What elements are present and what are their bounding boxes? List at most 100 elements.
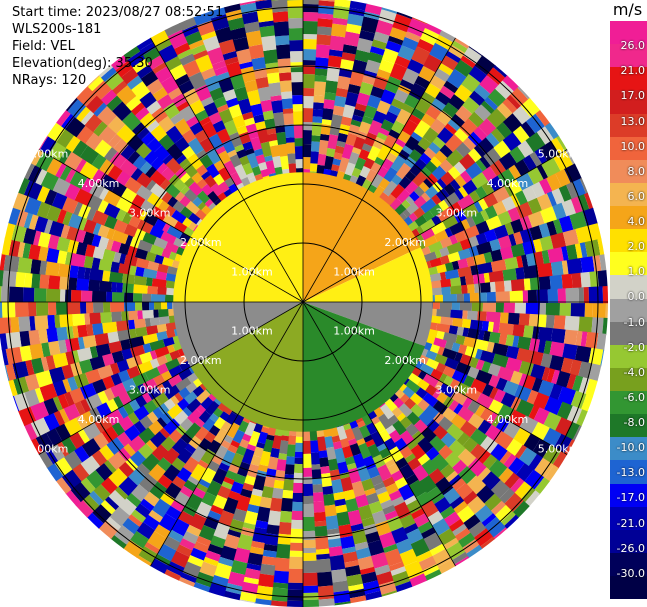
ppi-range-gate [386, 515, 404, 532]
ppi-range-gate [502, 75, 520, 93]
ppi-range-gate [184, 188, 199, 203]
ppi-range-gate [202, 515, 220, 530]
ppi-range-gate [154, 553, 171, 566]
colorbar-tick-label: -13.0 [616, 466, 645, 480]
ppi-range-gate [282, 478, 294, 491]
ppi-range-gate [84, 243, 96, 258]
ppi-range-gate [402, 209, 412, 219]
ppi-range-gate [185, 524, 202, 537]
ppi-range-gate [351, 114, 364, 123]
ppi-range-gate [174, 42, 192, 56]
ppi-range-gate [541, 367, 551, 383]
ppi-range-gate [390, 155, 407, 173]
ppi-range-gate [23, 422, 38, 441]
ppi-range-gate [116, 431, 132, 447]
ppi-range-gate [202, 35, 222, 52]
ppi-range-gate [39, 382, 58, 402]
ppi-range-gate [292, 94, 304, 105]
colorbar-tick-label: -6.0 [623, 390, 645, 404]
ppi-range-gate [312, 109, 324, 118]
ppi-range-gate [124, 291, 134, 302]
ppi-range-gate [377, 144, 393, 162]
ppi-range-gate [463, 375, 475, 388]
colorbar-segment [610, 414, 647, 438]
ppi-range-gate [409, 538, 430, 558]
ppi-range-gate [341, 445, 354, 459]
ppi-range-gate [477, 449, 492, 465]
ppi-range-gate [167, 529, 184, 543]
ppi-range-gate [323, 436, 334, 449]
ppi-range-gate [238, 599, 256, 604]
ppi-range-gate [237, 420, 249, 433]
range-ring-label: 2.00km [384, 354, 426, 367]
ppi-range-gate [378, 447, 391, 460]
ppi-range-gate [291, 81, 304, 96]
ppi-range-gate [164, 352, 173, 363]
ppi-range-gate [420, 228, 436, 241]
ppi-range-gate [150, 293, 166, 302]
ppi-range-gate [200, 448, 216, 465]
ppi-range-gate [302, 453, 312, 469]
ppi-range-gate [487, 363, 501, 378]
ppi-range-gate [428, 543, 446, 557]
ppi-range-gate [293, 124, 304, 139]
ppi-range-gate [255, 76, 270, 89]
ppi-range-gate [91, 378, 107, 394]
ppi-range-gate [362, 75, 377, 86]
ppi-range-gate [79, 382, 97, 400]
ppi-range-gate [358, 566, 376, 576]
ppi-range-gate [356, 420, 366, 429]
ppi-range-gate [341, 546, 356, 554]
ppi-range-gate [61, 112, 76, 130]
ppi-range-gate [444, 134, 464, 153]
range-ring-label: 1.00km [333, 266, 375, 279]
ppi-range-gate [359, 165, 372, 179]
ppi-range-gate [216, 485, 231, 499]
ppi-range-gate [445, 470, 459, 483]
ppi-range-gate [549, 341, 565, 359]
start-time-text: Start time: 2023/08/27 08:52:51 [12, 5, 224, 20]
ppi-range-gate [391, 420, 407, 436]
ppi-range-gate [0, 253, 6, 271]
ppi-range-gate [460, 55, 477, 69]
ppi-range-gate [424, 384, 438, 397]
ppi-range-gate [486, 67, 506, 86]
ppi-range-gate [498, 333, 508, 346]
ppi-range-gate [133, 318, 146, 329]
ppi-range-gate [507, 457, 525, 476]
ppi-range-gate [104, 146, 118, 162]
ppi-range-gate [366, 539, 385, 557]
ppi-range-gate [135, 326, 148, 338]
ppi-range-gate [127, 319, 136, 330]
ppi-range-gate [63, 402, 81, 421]
ppi-range-gate [450, 285, 462, 295]
ppi-range-gate [189, 547, 207, 561]
ppi-range-gate [332, 158, 342, 166]
ppi-range-gate [420, 27, 441, 46]
ppi-range-gate [15, 270, 26, 288]
ppi-range-gate [373, 564, 391, 576]
ppi-range-gate [56, 440, 69, 457]
colorbar-unit: m/s [612, 0, 643, 19]
ppi-range-gate [483, 192, 499, 209]
ppi-range-gate [152, 406, 164, 420]
ppi-range-gate [280, 435, 289, 442]
ppi-range-gate [425, 23, 443, 36]
ppi-range-gate [354, 494, 369, 508]
ppi-range-gate [474, 348, 483, 361]
ppi-range-gate [585, 378, 598, 398]
ppi-range-gate [22, 241, 32, 259]
colorbar-tick-label: -10.0 [616, 441, 645, 455]
ppi-range-gate [509, 477, 525, 494]
ppi-range-gate [52, 351, 69, 369]
ppi-range-gate [258, 563, 276, 576]
ppi-range-gate [438, 63, 455, 77]
ppi-range-gate [117, 328, 131, 342]
ppi-range-gate [259, 25, 277, 38]
ppi-range-gate [364, 590, 382, 601]
ppi-range-gate [156, 474, 173, 489]
ppi-range-gate [334, 95, 348, 108]
ppi-range-gate [488, 374, 500, 389]
ppi-range-gate [389, 566, 407, 577]
ppi-range-gate [386, 463, 400, 476]
